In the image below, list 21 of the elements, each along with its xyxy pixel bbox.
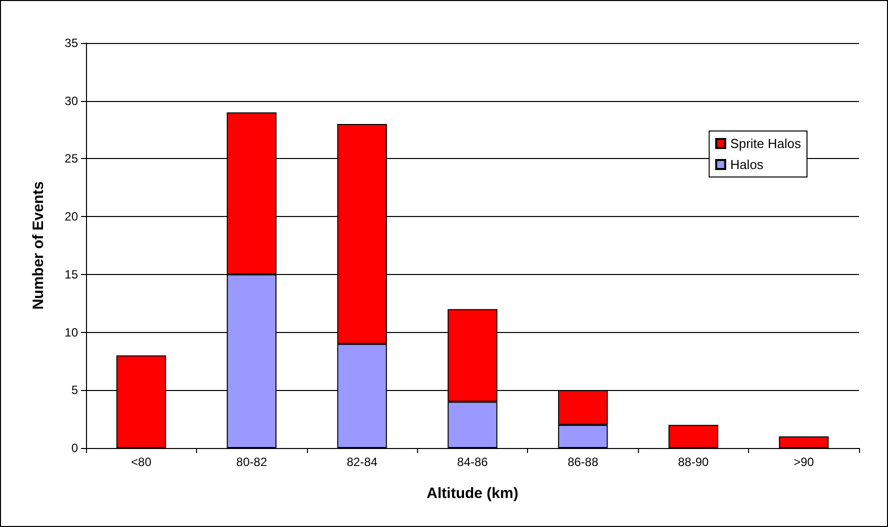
x-tick-label: >90	[794, 455, 814, 469]
legend-label: Sprite Halos	[730, 136, 802, 151]
y-tick-label: 25	[64, 152, 78, 166]
y-tick-label: 30	[64, 94, 78, 108]
y-tick-label: 10	[64, 325, 78, 340]
bar	[778, 436, 829, 448]
x-tick-label: 80-82	[236, 455, 268, 469]
x-tick-label: 82-84	[346, 455, 378, 469]
x-tick-label: 88-90	[678, 455, 710, 469]
x-axis-title: Altitude (km)	[426, 485, 518, 502]
x-tick-label: 84-86	[457, 455, 488, 469]
y-tick-label: 15	[64, 267, 78, 282]
x-tick-label: 86-88	[568, 455, 599, 469]
y-axis-title: Number of Events	[30, 181, 47, 310]
y-tick-label: 35	[64, 36, 78, 50]
bar	[668, 424, 718, 448]
y-tick-label: 20	[64, 210, 78, 224]
legend-label: Halos	[730, 157, 764, 172]
y-tick-label: 0	[71, 441, 78, 455]
x-tick-label: <80	[131, 455, 152, 469]
y-tick-label: 5	[71, 383, 78, 398]
